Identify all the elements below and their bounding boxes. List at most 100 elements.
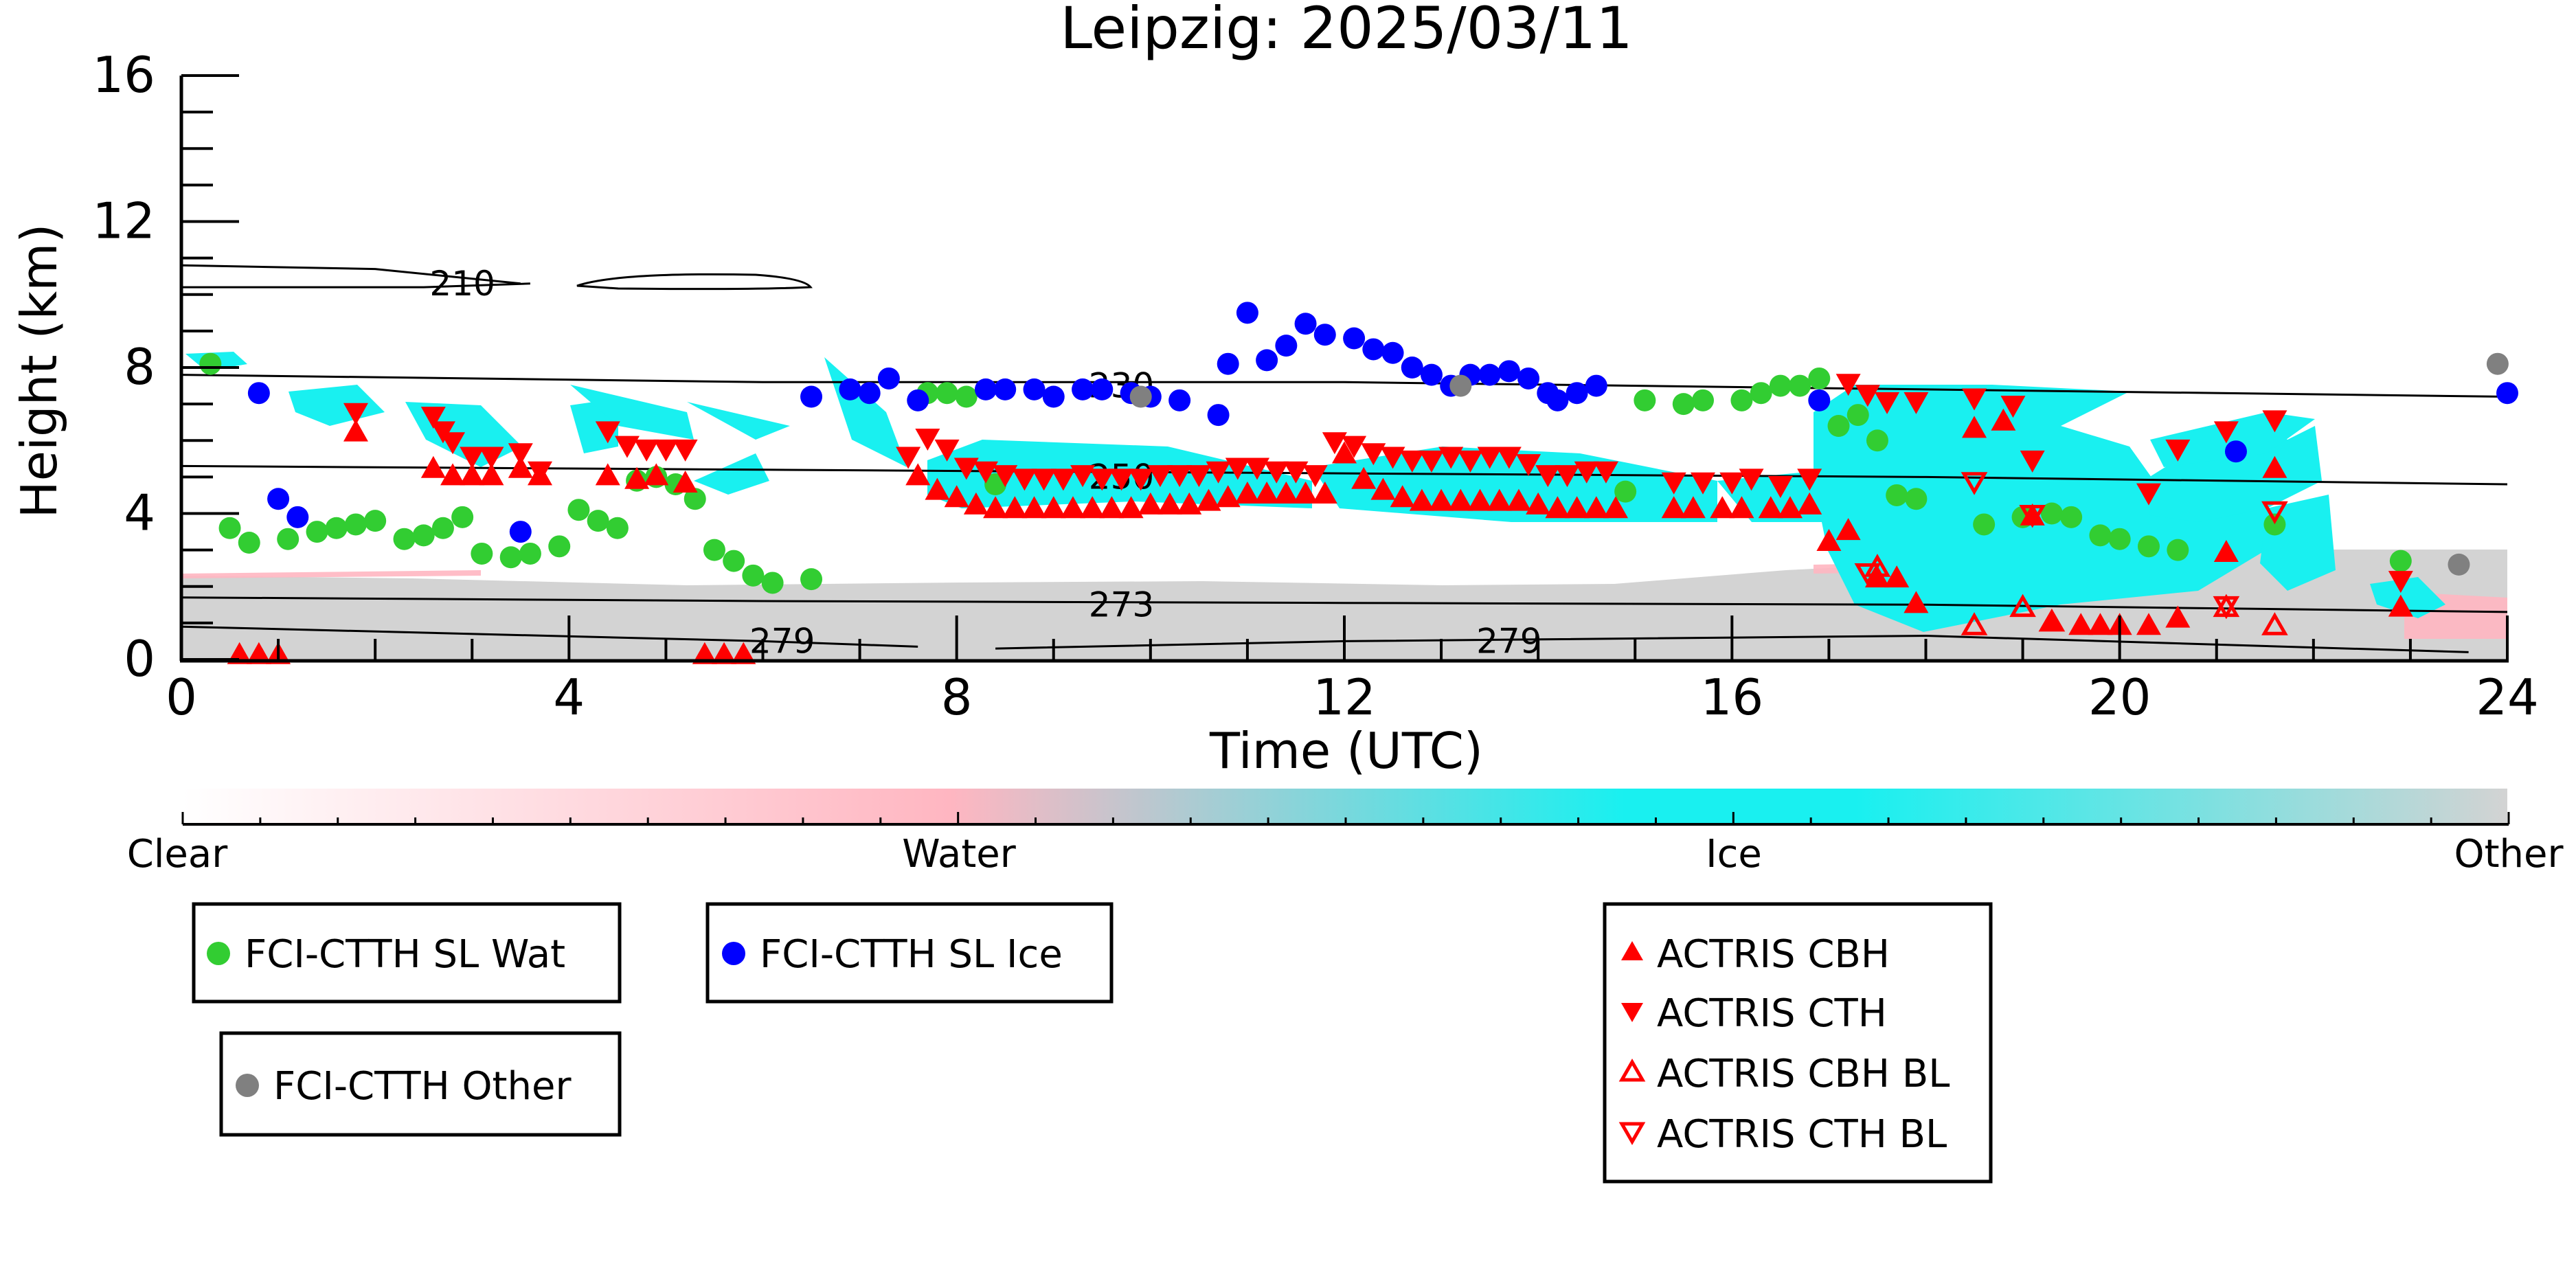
data-point xyxy=(614,436,640,458)
data-point xyxy=(286,506,309,528)
data-point xyxy=(587,510,609,532)
data-point xyxy=(944,485,969,508)
y-tick-label: 12 xyxy=(92,192,155,250)
data-point xyxy=(1827,415,1850,437)
data-point xyxy=(2137,535,2160,558)
data-point xyxy=(653,439,679,462)
data-point xyxy=(1789,374,1811,397)
data-point xyxy=(800,385,823,408)
data-point xyxy=(1506,488,1531,511)
series-fci-ctth-other xyxy=(1129,352,2509,576)
data-point xyxy=(839,378,861,400)
data-point xyxy=(1050,468,1076,491)
legend-box xyxy=(705,902,1114,1004)
data-point xyxy=(440,432,466,455)
data-point xyxy=(1566,382,1588,405)
data-point xyxy=(2068,613,2094,635)
contour-line-250 xyxy=(181,464,2507,486)
data-point xyxy=(2136,613,2161,635)
data-point xyxy=(1206,461,1231,484)
data-point xyxy=(1835,518,1861,541)
data-point xyxy=(1634,389,1656,411)
legend-box xyxy=(219,1031,622,1137)
data-point xyxy=(1072,378,1094,400)
data-point xyxy=(595,463,620,486)
data-point xyxy=(1332,441,1357,464)
data-point xyxy=(983,496,1008,519)
contour-line-210 xyxy=(181,264,521,285)
data-point xyxy=(1109,468,1134,491)
data-point xyxy=(1730,389,1753,411)
data-point xyxy=(624,466,650,489)
data-point xyxy=(1254,481,1280,504)
data-point xyxy=(1294,313,1317,335)
data-point xyxy=(953,457,979,480)
data-point xyxy=(1797,468,1822,491)
data-point xyxy=(1962,416,1987,438)
data-point xyxy=(1012,468,1037,491)
data-point xyxy=(1275,335,1298,357)
data-point xyxy=(1835,374,1861,396)
data-point xyxy=(1313,324,1336,346)
data-point xyxy=(2486,352,2509,375)
data-point xyxy=(2060,506,2083,528)
colorbar-label-other: Other xyxy=(2454,832,2564,877)
data-point xyxy=(1478,363,1501,386)
data-point xyxy=(1390,485,1415,508)
data-point xyxy=(1526,492,1551,515)
data-point xyxy=(440,463,466,486)
data-point xyxy=(2448,553,2470,576)
data-point xyxy=(1886,484,1908,506)
data-point xyxy=(673,439,698,462)
data-point xyxy=(1264,461,1289,484)
data-point xyxy=(364,510,387,532)
data-point xyxy=(528,461,553,484)
data-point xyxy=(277,528,300,550)
data-point xyxy=(1583,496,1609,519)
data-point xyxy=(1767,476,1793,498)
data-point xyxy=(1585,374,1607,397)
data-point xyxy=(1419,450,1444,473)
data-point xyxy=(1429,488,1454,511)
data-point xyxy=(2165,605,2191,628)
data-point xyxy=(479,463,504,486)
contour-line-230 xyxy=(181,374,2507,398)
data-point xyxy=(1961,472,1988,495)
data-point xyxy=(420,407,446,429)
data-point xyxy=(1498,360,1520,383)
data-point xyxy=(1177,492,1202,515)
data-point xyxy=(2108,528,2131,550)
data-point xyxy=(1496,447,1522,469)
data-point xyxy=(731,642,756,664)
data-point xyxy=(1207,404,1230,427)
data-point xyxy=(1875,392,1900,414)
series-actris-cbh xyxy=(227,408,2413,664)
data-point xyxy=(519,542,541,565)
data-point xyxy=(1991,408,2016,431)
data-point xyxy=(412,524,435,547)
data-point xyxy=(1777,496,1803,519)
data-point xyxy=(2213,421,2239,444)
data-point xyxy=(1661,472,1686,495)
data-point xyxy=(1217,352,1239,375)
data-point xyxy=(2136,483,2161,506)
data-point xyxy=(1535,465,1561,488)
data-point xyxy=(1041,496,1066,519)
data-point xyxy=(1302,465,1328,488)
data-point xyxy=(1361,443,1386,466)
data-point xyxy=(1661,496,1686,519)
contour-line-279 xyxy=(995,634,2469,653)
data-point xyxy=(2388,594,2413,617)
data-point xyxy=(1750,382,1772,405)
legend-label: FCI-CTTH SL Wat xyxy=(245,932,565,977)
data-point xyxy=(1962,388,1987,411)
data-point xyxy=(1401,357,1423,379)
data-point xyxy=(1846,404,1869,427)
data-point xyxy=(1234,481,1260,504)
data-point xyxy=(1564,496,1590,519)
data-point xyxy=(1091,378,1114,400)
data-point xyxy=(2496,382,2518,405)
data-point xyxy=(2262,410,2287,433)
data-point xyxy=(1196,488,1221,511)
